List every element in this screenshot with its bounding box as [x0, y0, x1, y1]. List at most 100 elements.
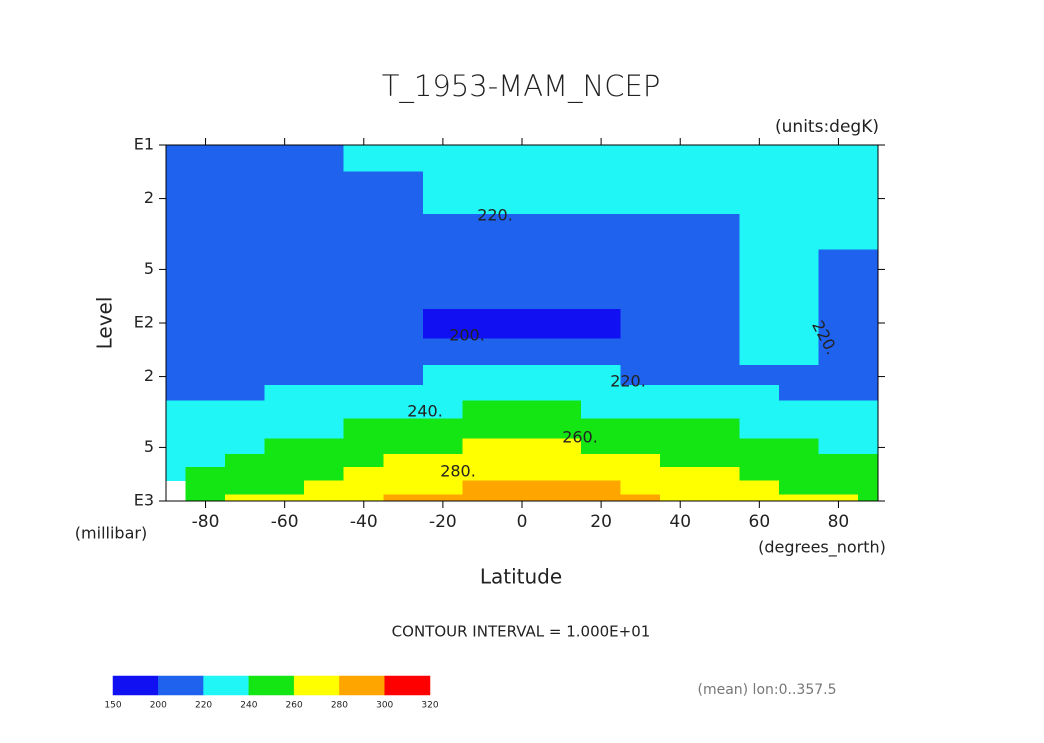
contour-cell [501, 365, 543, 386]
x-tick-label: -60 [271, 512, 299, 532]
contour-cell [264, 171, 305, 215]
contour-cell [818, 213, 859, 250]
contour-cell [778, 494, 819, 502]
contour-cell [304, 467, 345, 482]
contour-cell [857, 454, 879, 468]
contour-cell [581, 454, 622, 468]
contour-cell [422, 249, 463, 283]
contour-cell [699, 144, 740, 173]
contour-cell [660, 438, 701, 455]
contour-cell [264, 467, 305, 482]
x-tick-label: -80 [192, 512, 220, 532]
contour-cell [225, 400, 266, 420]
contour-cell [225, 249, 266, 283]
contour-cell [422, 494, 463, 502]
colorbar-box [203, 675, 250, 696]
contour-cell [501, 454, 543, 468]
contour-cell [304, 494, 345, 502]
contour-cell [462, 308, 503, 339]
contour-cell [462, 282, 503, 310]
contour-cell [620, 171, 661, 215]
contour-cell [264, 308, 305, 339]
contour-cell [739, 480, 780, 496]
contour-cell [185, 308, 226, 339]
contour-cell [818, 282, 859, 310]
contour-cell [383, 144, 424, 173]
contour-cell [501, 384, 543, 402]
contour-cell [304, 308, 345, 339]
contour-cell [264, 213, 305, 250]
contour-cell [383, 213, 424, 250]
contour-cell [739, 418, 780, 440]
contour-cell [343, 400, 384, 420]
contour-cell [699, 480, 740, 496]
contour-cell [462, 249, 503, 283]
contour-label: 260. [562, 428, 598, 447]
contour-cell [422, 365, 463, 386]
contour-cell [699, 384, 740, 402]
colorbar-label: 240 [240, 701, 257, 711]
contour-cell [857, 308, 879, 339]
contour-cell [383, 365, 424, 386]
contour-cell [383, 494, 424, 502]
contour-cell [501, 338, 543, 366]
contour-cell [501, 494, 543, 502]
contour-cell [581, 467, 622, 482]
contour-cell [620, 249, 661, 283]
contour-cell [778, 338, 819, 366]
contour-cell [541, 308, 582, 339]
contour-cell [541, 454, 582, 468]
contour-cell [343, 308, 384, 339]
contour-cell [857, 494, 879, 502]
contour-label: 220. [477, 206, 513, 225]
contour-cell [739, 144, 780, 173]
units-label: (units:degK) [775, 117, 879, 137]
colorbar-label: 280 [331, 701, 348, 711]
contour-cell [620, 438, 661, 455]
contour-cell [264, 338, 305, 366]
y-tick-label: E1 [134, 135, 154, 154]
contour-cell [660, 454, 701, 468]
x-tick-label: -20 [429, 512, 457, 532]
contour-cell [620, 467, 661, 482]
contour-cell [264, 400, 305, 420]
x-tick-label: 60 [749, 512, 771, 532]
contour-cell [660, 308, 701, 339]
contour-cell [541, 494, 582, 502]
contour-cell [165, 338, 187, 366]
colorbar-box [339, 675, 385, 696]
contour-cell [304, 213, 345, 250]
contour-cell [185, 282, 226, 310]
contour-cell [660, 144, 701, 173]
contour-cell [185, 494, 226, 502]
contour-cell [739, 454, 780, 468]
contour-cell [304, 400, 345, 420]
contour-cell [264, 282, 305, 310]
contour-cell [778, 418, 819, 440]
contour-cell [818, 467, 859, 482]
contour-cell [857, 282, 879, 310]
contour-cell [739, 400, 780, 420]
chart-title: T_1953-MAM_NCEP [382, 69, 661, 104]
contour-cell [699, 438, 740, 455]
contour-cell [581, 144, 622, 173]
contour-cell [739, 308, 780, 339]
contour-cell [541, 171, 582, 215]
contour-cell [304, 454, 345, 468]
contour-cell [343, 467, 384, 482]
contour-cell [165, 365, 187, 386]
contour-cell [304, 338, 345, 366]
contour-cell [501, 480, 543, 496]
contour-cell [739, 384, 780, 402]
contour-cell [857, 171, 879, 215]
colorbar-label: 320 [421, 701, 438, 711]
contour-cell [165, 308, 187, 339]
contour-cell [739, 171, 780, 215]
contour-cell [541, 144, 582, 173]
x-tick-label: 20 [590, 512, 612, 532]
contour-cell [778, 213, 819, 250]
contour-cell [304, 384, 345, 402]
contour-cell [383, 338, 424, 366]
contour-cell [225, 467, 266, 482]
contour-label: 200. [449, 326, 485, 345]
